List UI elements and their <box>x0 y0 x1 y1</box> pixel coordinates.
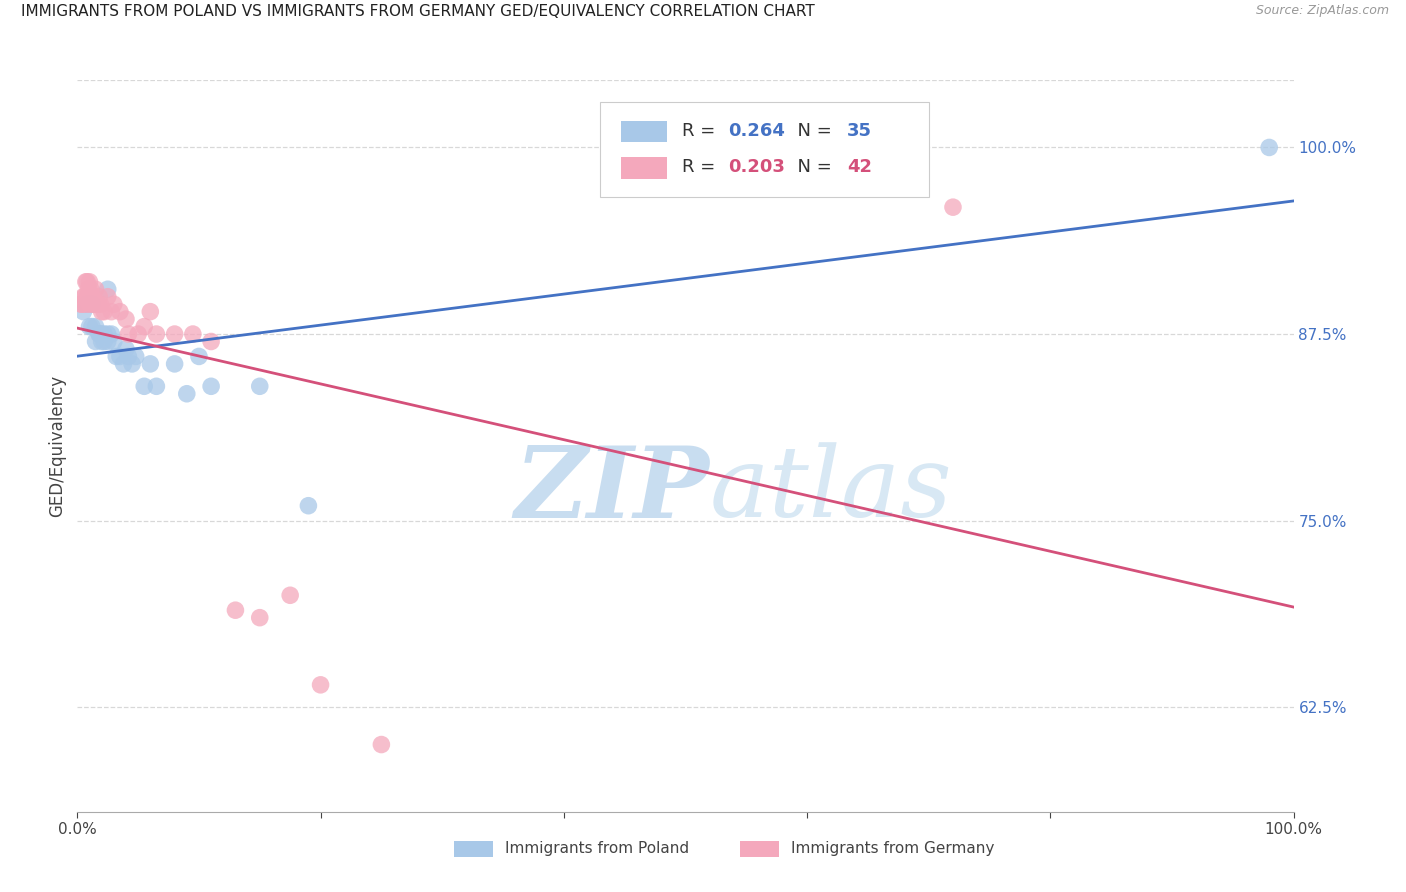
Point <box>145 326 167 341</box>
Point <box>93 334 115 349</box>
Point <box>125 350 148 364</box>
Text: Source: ZipAtlas.com: Source: ZipAtlas.com <box>1256 4 1389 18</box>
Point <box>163 326 186 341</box>
Point <box>112 357 135 371</box>
Text: R =: R = <box>682 158 721 177</box>
Point <box>84 319 107 334</box>
Point <box>127 326 149 341</box>
Bar <box>621 157 668 179</box>
Point <box>79 275 101 289</box>
Point <box>79 319 101 334</box>
Point <box>108 350 131 364</box>
Point <box>70 297 93 311</box>
Point <box>73 290 96 304</box>
Point <box>87 297 110 311</box>
Point <box>249 610 271 624</box>
Point <box>93 304 115 318</box>
Text: N =: N = <box>786 121 838 140</box>
Point <box>103 334 125 349</box>
Point <box>90 304 112 318</box>
Point <box>188 350 211 364</box>
Text: atlas: atlas <box>710 442 952 538</box>
Point <box>176 386 198 401</box>
Point <box>72 304 94 318</box>
Point <box>90 326 112 341</box>
Text: R =: R = <box>682 121 721 140</box>
Point <box>89 326 111 341</box>
Point <box>70 297 93 311</box>
Point <box>278 588 301 602</box>
Point <box>97 282 120 296</box>
Point <box>76 297 98 311</box>
Point <box>181 326 204 341</box>
Point <box>121 357 143 371</box>
Text: 35: 35 <box>848 121 872 140</box>
Point <box>134 319 156 334</box>
Point <box>139 357 162 371</box>
Point <box>103 297 125 311</box>
Point <box>297 499 319 513</box>
Point <box>83 297 105 311</box>
Point <box>97 326 120 341</box>
Point <box>75 275 97 289</box>
Point <box>163 357 186 371</box>
Point <box>249 379 271 393</box>
Point <box>72 290 94 304</box>
Text: 0.203: 0.203 <box>728 158 785 177</box>
Bar <box>454 841 494 857</box>
Text: Immigrants from Germany: Immigrants from Germany <box>792 841 994 855</box>
Point <box>89 326 111 341</box>
Point <box>224 603 246 617</box>
Point <box>80 297 103 311</box>
Text: 42: 42 <box>848 158 872 177</box>
Text: ZIP: ZIP <box>515 442 710 538</box>
Point <box>84 334 107 349</box>
Bar <box>740 841 779 857</box>
Point <box>115 342 138 356</box>
Point <box>100 304 122 318</box>
Point <box>93 326 115 341</box>
Text: Immigrants from Poland: Immigrants from Poland <box>505 841 689 855</box>
Point <box>80 282 103 296</box>
Point <box>75 297 97 311</box>
Point <box>84 282 107 296</box>
Point <box>76 290 98 304</box>
Point <box>309 678 332 692</box>
Point <box>139 304 162 318</box>
Point <box>117 350 139 364</box>
Point <box>105 350 128 364</box>
Text: N =: N = <box>786 158 838 177</box>
Point <box>79 297 101 311</box>
FancyBboxPatch shape <box>600 103 929 197</box>
Point <box>82 297 104 311</box>
Text: IMMIGRANTS FROM POLAND VS IMMIGRANTS FROM GERMANY GED/EQUIVALENCY CORRELATION CH: IMMIGRANTS FROM POLAND VS IMMIGRANTS FRO… <box>21 4 815 20</box>
Point <box>77 282 100 296</box>
Point <box>108 304 131 318</box>
Point <box>117 326 139 341</box>
Point <box>134 379 156 393</box>
Point <box>115 312 138 326</box>
Point <box>89 297 111 311</box>
Point <box>1258 140 1281 154</box>
Point <box>76 275 98 289</box>
Text: 0.264: 0.264 <box>728 121 785 140</box>
Point <box>97 290 120 304</box>
Bar <box>621 120 668 143</box>
Point <box>80 319 103 334</box>
Point <box>90 334 112 349</box>
Point <box>89 290 111 304</box>
Point <box>200 379 222 393</box>
Point <box>145 379 167 393</box>
Point <box>200 334 222 349</box>
Point <box>100 326 122 341</box>
Point <box>370 738 392 752</box>
Point <box>82 290 104 304</box>
Y-axis label: GED/Equivalency: GED/Equivalency <box>48 375 66 517</box>
Point <box>80 290 103 304</box>
Point <box>97 334 120 349</box>
Point <box>942 200 965 214</box>
Point <box>86 297 108 311</box>
